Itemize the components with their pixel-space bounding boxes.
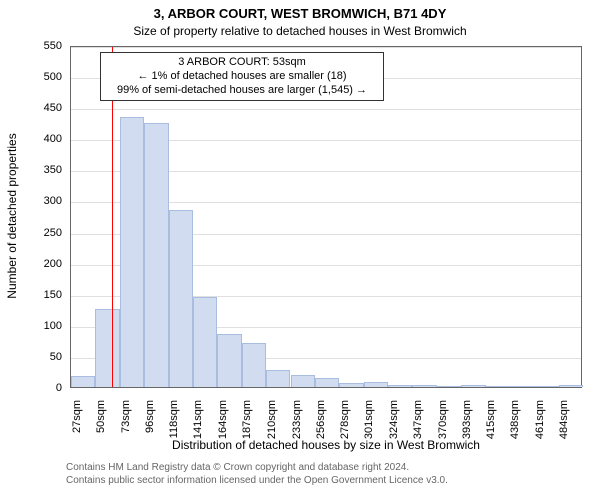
footer-attribution: Contains HM Land Registry data © Crown c…	[66, 462, 448, 487]
histogram-bar	[120, 117, 144, 387]
histogram-bar	[266, 370, 290, 387]
chart-subtitle: Size of property relative to detached ho…	[0, 24, 600, 38]
y-tick-label: 50	[0, 351, 62, 363]
histogram-bar	[71, 376, 95, 387]
histogram-bar	[461, 385, 485, 387]
histogram-bar	[242, 343, 266, 387]
histogram-bar	[559, 385, 583, 387]
histogram-bar	[315, 378, 339, 387]
footer-line-2: Contains public sector information licen…	[66, 475, 448, 488]
y-tick-label: 500	[0, 71, 62, 83]
gridline	[71, 47, 581, 48]
annotation-box: 3 ARBOR COURT: 53sqm ← 1% of detached ho…	[100, 52, 384, 101]
histogram-bar	[144, 123, 168, 387]
x-axis-title: Distribution of detached houses by size …	[70, 438, 582, 452]
histogram-bar	[388, 385, 412, 387]
histogram-bar	[510, 386, 534, 387]
y-tick-label: 100	[0, 320, 62, 332]
y-tick-label: 450	[0, 102, 62, 114]
chart-title: 3, ARBOR COURT, WEST BROMWICH, B71 4DY	[0, 6, 600, 21]
gridline	[71, 109, 581, 110]
histogram-bar	[364, 382, 388, 387]
annotation-line-2: ← 1% of detached houses are smaller (18)	[107, 70, 377, 84]
histogram-bar	[339, 383, 363, 387]
histogram-bar	[412, 385, 436, 387]
histogram-bar	[217, 334, 241, 387]
histogram-bar	[95, 309, 119, 387]
histogram-bar	[291, 375, 315, 387]
y-tick-label: 0	[0, 382, 62, 394]
y-tick-label: 550	[0, 40, 62, 52]
histogram-bar	[534, 386, 558, 387]
annotation-line-3: 99% of semi-detached houses are larger (…	[107, 84, 377, 98]
histogram-bar	[169, 210, 193, 387]
y-axis-title: Number of detached properties	[5, 116, 19, 316]
histogram-bar	[486, 386, 510, 387]
histogram-bar	[437, 386, 461, 387]
footer-line-1: Contains HM Land Registry data © Crown c…	[66, 462, 448, 475]
histogram-bar	[193, 297, 217, 387]
annotation-line-1: 3 ARBOR COURT: 53sqm	[107, 56, 377, 70]
